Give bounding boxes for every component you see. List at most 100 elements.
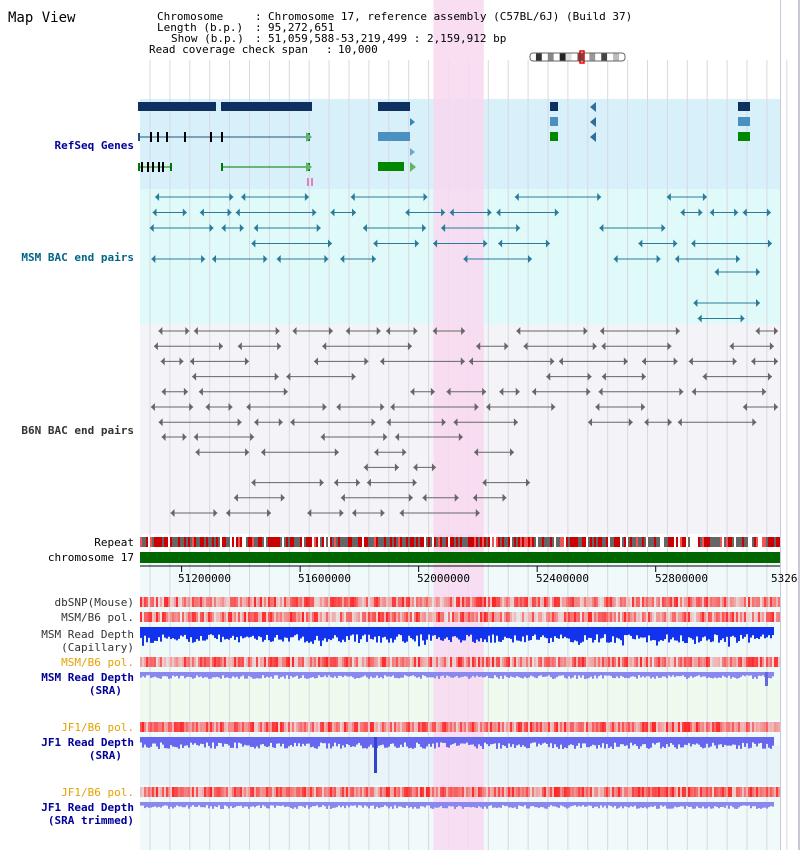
heatmap-cell [150, 722, 152, 732]
depth-bar [614, 627, 616, 643]
heatmap-cell [412, 597, 414, 607]
depth-bar [198, 802, 200, 806]
heatmap-cell [156, 657, 158, 667]
depth-bar [408, 737, 410, 749]
heatmap-cell [726, 722, 728, 732]
bac-end-marker [352, 208, 357, 217]
depth-bar [302, 802, 304, 807]
depth-bar [176, 737, 178, 748]
depth-bar [740, 672, 742, 677]
heatmap-cell [208, 787, 210, 797]
heatmap-cell [730, 612, 732, 622]
heatmap-cell [718, 657, 720, 667]
depth-bar [278, 672, 280, 679]
heatmap-cell [168, 612, 170, 622]
depth-bar [632, 672, 634, 677]
depth-bar [238, 737, 240, 743]
repeat-segment [298, 537, 300, 547]
repeat-segment [310, 537, 312, 547]
depth-bar [174, 802, 176, 808]
repeat-segment [614, 537, 616, 547]
depth-bar [734, 802, 736, 809]
heatmap-cell [412, 787, 414, 797]
heatmap-cell [568, 722, 570, 732]
bac-end-marker [756, 268, 760, 276]
track-label-refseq[interactable]: RefSeq Genes [54, 139, 134, 152]
heatmap-cell [158, 722, 160, 732]
heatmap-cell [304, 657, 306, 667]
depth-bar [436, 627, 438, 639]
heatmap-cell [238, 612, 240, 622]
depth-bar [744, 672, 746, 677]
depth-bar [468, 627, 470, 637]
info-length-sep: : [255, 21, 262, 34]
depth-bar [610, 802, 612, 807]
bac-end-marker [251, 239, 256, 248]
heatmap-cell [494, 612, 496, 622]
heatmap-cell [160, 787, 162, 797]
heatmap-cell [416, 597, 418, 607]
depth-bar [488, 627, 490, 636]
depth-bar [430, 627, 432, 641]
depth-bar [332, 737, 334, 747]
depth-bar [670, 627, 672, 640]
heatmap-cell [712, 612, 714, 622]
heatmap-cell [356, 597, 358, 607]
depth-bar [600, 737, 602, 748]
heatmap-cell [550, 597, 552, 607]
heatmap-cell [262, 657, 264, 667]
heatmap-cell [636, 612, 638, 622]
heatmap-cell [420, 722, 422, 732]
heatmap-cell [744, 657, 746, 667]
depth-bar [250, 802, 252, 807]
depth-bar [518, 672, 520, 678]
depth-bar [150, 737, 152, 747]
heatmap-cell [606, 612, 608, 622]
repeat-segment [546, 537, 548, 547]
heatmap-cell [524, 787, 526, 797]
heatmap-cell [262, 787, 264, 797]
bac-end-marker [666, 193, 671, 201]
heatmap-cell [582, 612, 584, 622]
heatmap-cell [596, 597, 598, 607]
heatmap-cell [220, 657, 222, 667]
depth-bar [466, 672, 468, 677]
bac-end-marker [150, 403, 155, 411]
depth-bar [268, 627, 270, 641]
heatmap-cell [244, 787, 246, 797]
repeat-segment [656, 537, 658, 547]
info-span-sep: : [326, 43, 333, 56]
heatmap-cell [720, 597, 722, 607]
depth-bar [442, 672, 444, 676]
repeat-segment [742, 537, 744, 547]
heatmap-cell [374, 597, 376, 607]
heatmap-cell [690, 597, 692, 607]
track-label-b6n-bac[interactable]: B6N BAC end pairs [21, 424, 134, 437]
depth-bar [692, 737, 694, 745]
heatmap-cell [276, 657, 278, 667]
bac-end-marker [513, 418, 518, 427]
heatmap-cell [336, 722, 338, 732]
heatmap-cell [196, 612, 198, 622]
depth-bar [478, 802, 480, 807]
depth-bar [644, 802, 646, 808]
heatmap-cell [410, 597, 412, 607]
bac-end-marker [601, 342, 606, 351]
depth-bar [726, 627, 728, 637]
track-label-msm-bac[interactable]: MSM BAC end pairs [21, 251, 134, 264]
heatmap-cell [580, 597, 582, 607]
depth-bar [594, 737, 596, 746]
depth-bar [690, 737, 692, 747]
bac-end-marker [693, 299, 698, 307]
heatmap-cell [702, 597, 704, 607]
heatmap-cell [440, 657, 442, 667]
depth-bar [346, 737, 348, 744]
heatmap-cell [542, 597, 544, 607]
heatmap-cell [302, 787, 304, 797]
repeat-segment [224, 537, 226, 547]
heatmap-cell [142, 597, 144, 607]
heatmap-cell [294, 722, 296, 732]
depth-bar [140, 672, 142, 678]
bac-end-marker [673, 357, 678, 366]
bac-end-marker [498, 239, 503, 248]
